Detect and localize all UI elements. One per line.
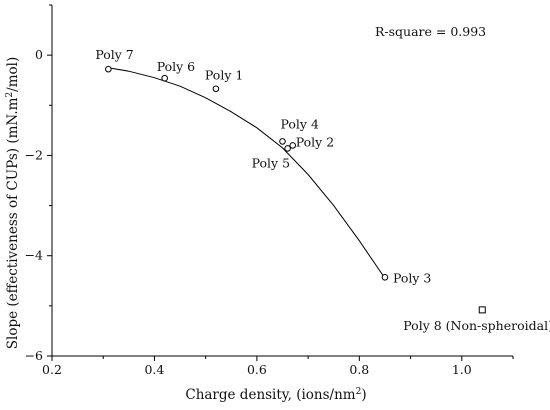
data-point xyxy=(381,273,389,281)
point-label: Poly 5 xyxy=(252,155,290,170)
point-label: Poly 1 xyxy=(205,68,243,83)
data-points xyxy=(105,65,486,314)
point-label: Poly 3 xyxy=(393,270,431,285)
fit-curve xyxy=(108,67,386,279)
y-axis-title-end: /mol) xyxy=(5,57,21,92)
y-tick-label: 0 xyxy=(35,47,43,62)
point-label: Poly 4 xyxy=(281,116,319,131)
x-tick-label: 0.4 xyxy=(144,362,164,377)
data-point xyxy=(284,145,291,152)
point-label: Poly 6 xyxy=(157,59,195,74)
y-axis-title-main: Slope (effectiveness of CUPs) (mN.m xyxy=(5,97,21,349)
x-tick-label: 0.8 xyxy=(349,362,369,377)
y-axis-title: Slope (effectiveness of CUPs) (mN.m2/mol… xyxy=(5,57,21,349)
x-axis-title-end: ) xyxy=(361,387,366,403)
data-point xyxy=(212,85,220,93)
fit-curve-layer xyxy=(108,67,386,279)
x-axis-title-sup: 2 xyxy=(356,387,362,397)
axes: 0.2 0.4 0.6 0.8 1.0 −6 −4 −2 0 xyxy=(25,4,514,377)
point-label: Poly 8 (Non-spheroidal) xyxy=(403,318,550,333)
x-axis-title-main: Charge density, (ions/nm xyxy=(185,387,355,403)
y-tick-label: −2 xyxy=(25,147,43,162)
point-label: Poly 7 xyxy=(95,47,133,62)
data-point xyxy=(105,65,112,73)
data-point-square xyxy=(478,306,486,314)
data-point xyxy=(289,142,297,149)
y-tick-label: −6 xyxy=(25,348,43,363)
x-tick-label: 1.0 xyxy=(452,362,472,377)
y-tick-label: −4 xyxy=(25,248,43,263)
data-point xyxy=(279,138,286,145)
y-axis-title-sup: 2 xyxy=(5,92,15,98)
data-point xyxy=(161,74,168,82)
r-square-annotation: R-square = 0.993 xyxy=(375,24,486,39)
point-label: Poly 2 xyxy=(296,134,334,149)
x-tick-label: 0.6 xyxy=(247,362,267,377)
point-labels: Poly 7 Poly 6 Poly 1 Poly 4 Poly 2 Poly 5 Poly… xyxy=(95,47,550,333)
x-tick-label: 0.2 xyxy=(42,362,62,377)
x-axis-title: Charge density, (ions/nm2) xyxy=(185,387,366,403)
